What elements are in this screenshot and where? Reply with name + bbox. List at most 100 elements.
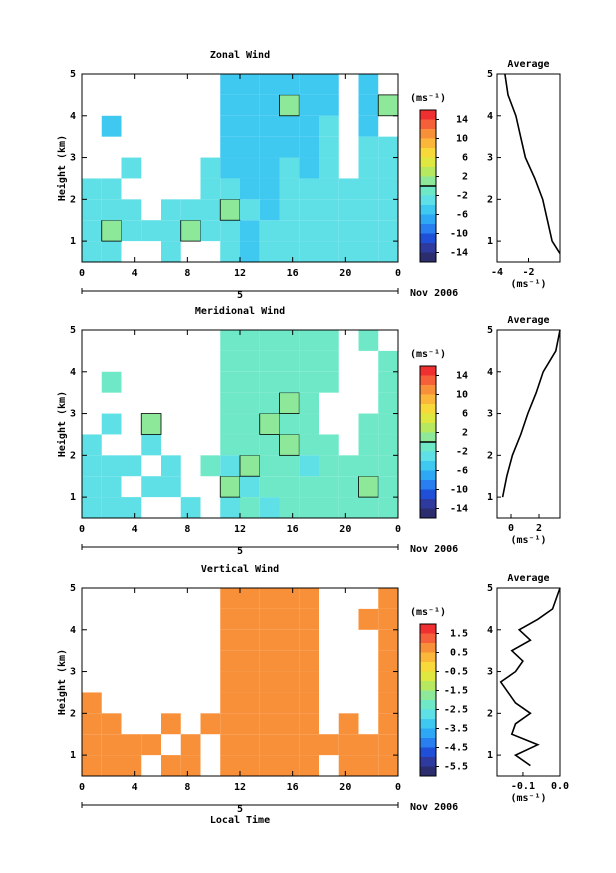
x-tick-label: 16 [287, 782, 299, 793]
colorbar-band [420, 652, 436, 662]
heatmap-cell [239, 454, 261, 477]
heatmap-cell [220, 220, 240, 242]
colorbar-band [420, 233, 436, 243]
heatmap-cell [200, 220, 221, 242]
heatmap-cell [299, 392, 319, 414]
heatmap-cell [240, 371, 260, 393]
x-tick-label: 12 [234, 782, 246, 793]
colorbar-tick-label: -6 [456, 466, 468, 477]
heatmap-cell [338, 178, 359, 200]
y-tick-label: 1 [70, 236, 76, 247]
heatmap-cell [358, 755, 379, 776]
heatmap-cell [299, 330, 319, 351]
heatmap-cell [279, 371, 300, 393]
heatmap-cell [279, 115, 300, 137]
heatmap-cell [377, 94, 399, 117]
heatmap-cell [279, 94, 300, 117]
heatmap-cell [259, 136, 280, 158]
heatmap-cell [259, 350, 280, 372]
colorbar-band [420, 662, 436, 672]
colorbar-band [420, 480, 436, 490]
heatmap-cell [82, 692, 102, 714]
colorbar-band [420, 671, 436, 681]
heatmap-cell [299, 608, 319, 630]
colorbar-tick-label: -2 [456, 447, 468, 458]
date-label: 5 [237, 546, 243, 557]
heatmap-cell [240, 241, 260, 262]
heatmap-cell [378, 455, 398, 477]
heatmap-cell [279, 755, 300, 776]
heatmap-cell [299, 588, 319, 609]
heatmap-cell [200, 713, 221, 735]
heatmap-cell [299, 455, 319, 477]
y-tick-label: 1 [70, 750, 76, 761]
heatmap-cell [338, 755, 359, 776]
x-tick-label: 8 [184, 782, 190, 793]
heatmap-cell [299, 199, 319, 221]
x-axis-label: (ms⁻¹) [510, 793, 546, 804]
heatmap-cell [299, 671, 319, 693]
heatmap-cell [279, 455, 300, 477]
heatmap-cell [82, 434, 102, 456]
colorbar-band [420, 176, 436, 186]
x-tick-label: 0.0 [551, 781, 569, 792]
heatmap-cell [240, 476, 260, 498]
heatmap-cell [299, 241, 319, 262]
y-tick-label: 4 [70, 111, 76, 122]
heatmap-cell [279, 497, 300, 518]
colorbar-label: (ms⁻¹) [410, 607, 446, 618]
y-tick-label: 3 [487, 153, 493, 164]
heatmap-cell [319, 220, 339, 242]
heatmap-cell [140, 413, 162, 435]
heatmap-cell [200, 157, 221, 179]
heatmap-cell [240, 392, 260, 414]
heatmap-cell [378, 671, 398, 693]
x-tick-label: 0 [395, 524, 401, 535]
colorbar-band [420, 385, 436, 395]
heatmap-cell [121, 497, 142, 518]
heatmap-cell [259, 94, 280, 116]
heatmap-cell [299, 476, 319, 498]
heatmap-cell [180, 497, 201, 518]
heatmap-cell [259, 241, 280, 262]
x-tick-label: 4 [132, 782, 138, 793]
heatmap-cell [220, 692, 240, 714]
colorbar-band [420, 366, 436, 376]
x-tick-label: 0 [79, 268, 85, 279]
heatmap-cell [240, 734, 260, 756]
heatmap-cell [259, 650, 280, 672]
y-tick-label: 5 [487, 325, 493, 336]
heatmap-cell [279, 713, 300, 735]
colorbar-band [420, 205, 436, 215]
heatmap-cell [259, 392, 280, 414]
heatmap-cell [240, 157, 260, 179]
colorbar-band [420, 110, 436, 120]
heatmap-cell [180, 219, 201, 242]
heatmap-cell [319, 178, 339, 200]
colorbar-band [420, 423, 436, 433]
colorbar-band [420, 167, 436, 177]
heatmap-cell [101, 241, 122, 262]
heatmap-cell [82, 455, 102, 477]
heatmap-cell [240, 413, 260, 435]
heatmap-cell [299, 157, 319, 179]
heatmap-cell [220, 157, 240, 179]
heatmap-cell [338, 241, 359, 262]
y-tick-label: 2 [487, 194, 493, 205]
heatmap-cell [279, 199, 300, 221]
heatmap-cell [161, 455, 181, 477]
heatmap-cell [240, 199, 260, 221]
colorbar-band [420, 470, 436, 480]
heatmap-cell [82, 241, 102, 262]
colorbar-tick-label: 10 [456, 134, 468, 145]
x-tick-label: 0 [79, 524, 85, 535]
heatmap-cell [219, 198, 241, 221]
month-label: Nov 2006 [410, 802, 458, 813]
heatmap-cell [378, 371, 398, 393]
colorbar-band [420, 461, 436, 471]
heatmap-cell [141, 476, 161, 498]
heatmap-cell [101, 497, 122, 518]
heatmap-cell [259, 755, 280, 776]
colorbar-tick-label: -10 [450, 485, 468, 496]
profile-line [504, 73, 561, 255]
